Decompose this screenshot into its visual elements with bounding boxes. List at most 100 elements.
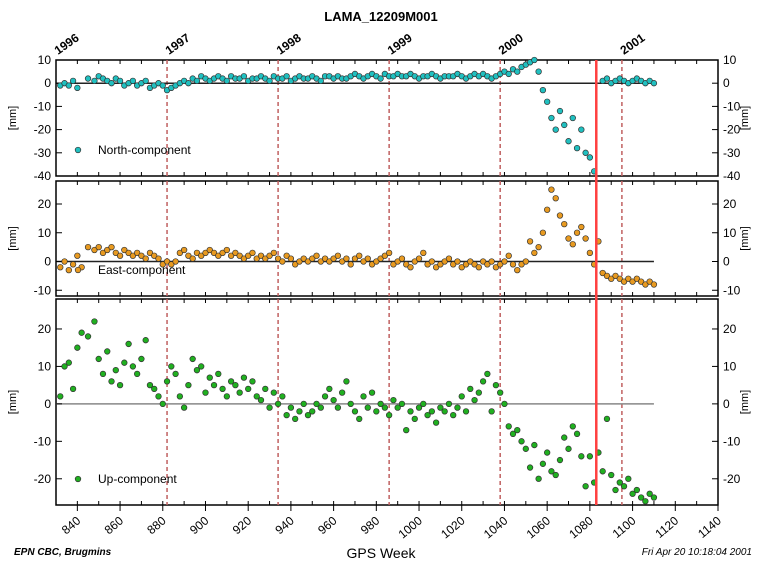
data-point bbox=[526, 238, 534, 245]
footer-right: Fri Apr 20 10:18:04 2001 bbox=[642, 547, 752, 558]
data-point bbox=[95, 355, 102, 363]
data-point bbox=[317, 258, 324, 265]
data-point bbox=[526, 464, 534, 471]
data-point bbox=[69, 261, 77, 268]
legend-label: North-component bbox=[98, 143, 191, 157]
data-point bbox=[432, 264, 440, 271]
data-point bbox=[561, 121, 568, 129]
data-point bbox=[539, 87, 547, 94]
data-point bbox=[364, 404, 371, 411]
data-point bbox=[539, 229, 547, 236]
data-point bbox=[142, 255, 149, 262]
data-point bbox=[650, 80, 658, 87]
data-point bbox=[518, 261, 525, 268]
data-point bbox=[390, 261, 397, 268]
data-point bbox=[339, 389, 346, 396]
data-point bbox=[172, 258, 179, 265]
data-point bbox=[552, 471, 559, 479]
data-point bbox=[104, 348, 111, 355]
data-point bbox=[116, 77, 124, 85]
data-point bbox=[603, 75, 611, 82]
data-point bbox=[548, 186, 555, 193]
data-point bbox=[522, 258, 529, 265]
data-point bbox=[249, 378, 256, 385]
data-point bbox=[330, 396, 337, 404]
data-point bbox=[573, 430, 581, 437]
footer-left: EPN CBC, Brugmins bbox=[14, 547, 112, 558]
data-point bbox=[266, 404, 273, 411]
data-point bbox=[69, 385, 77, 393]
data-point bbox=[556, 456, 564, 464]
data-point bbox=[121, 359, 128, 366]
data-point bbox=[121, 246, 128, 254]
data-point bbox=[450, 261, 457, 268]
data-point bbox=[373, 258, 380, 265]
data-point bbox=[180, 246, 188, 254]
data-point bbox=[633, 275, 641, 282]
data-point bbox=[569, 114, 576, 122]
data-point bbox=[304, 258, 312, 265]
y-tick-label-right: 0 bbox=[723, 76, 730, 90]
y-tick-label-left: 10 bbox=[38, 359, 52, 373]
data-point bbox=[351, 408, 359, 415]
data-point bbox=[535, 243, 542, 251]
data-point bbox=[129, 363, 137, 370]
y-axis-label-right: [mm] bbox=[739, 226, 751, 250]
data-point bbox=[108, 80, 115, 87]
data-point bbox=[151, 252, 158, 259]
y-tick-label-right: 20 bbox=[723, 322, 737, 336]
legend-label: Up-component bbox=[98, 472, 177, 486]
data-point bbox=[582, 235, 589, 242]
data-point bbox=[642, 281, 649, 288]
data-point bbox=[61, 258, 68, 265]
data-point bbox=[552, 195, 559, 202]
data-point bbox=[334, 252, 342, 259]
x-tick-label: 840 bbox=[59, 513, 84, 537]
data-point bbox=[603, 415, 611, 423]
data-point bbox=[390, 396, 397, 404]
data-point bbox=[403, 426, 410, 434]
data-point bbox=[373, 408, 380, 415]
data-point bbox=[505, 423, 512, 430]
data-point bbox=[394, 404, 401, 411]
data-point bbox=[84, 243, 92, 251]
data-point bbox=[586, 154, 594, 161]
data-point bbox=[296, 258, 303, 265]
data-point bbox=[219, 249, 226, 257]
data-point bbox=[411, 258, 418, 265]
data-point bbox=[612, 272, 619, 280]
y-tick-label-right: -40 bbox=[723, 169, 741, 183]
data-point bbox=[57, 264, 64, 271]
data-point bbox=[219, 385, 226, 393]
y-tick-label-right: -30 bbox=[723, 146, 741, 160]
data-point bbox=[514, 426, 521, 434]
data-point bbox=[176, 249, 184, 257]
data-point bbox=[377, 255, 384, 262]
data-point bbox=[210, 249, 218, 257]
x-tick-label: 900 bbox=[187, 513, 212, 537]
data-point bbox=[603, 272, 611, 280]
data-point bbox=[484, 370, 491, 378]
data-point bbox=[240, 73, 248, 80]
data-point bbox=[283, 73, 290, 80]
y-tick-label-left: 20 bbox=[38, 197, 52, 211]
y-tick-label-right: 0 bbox=[723, 255, 730, 269]
data-point bbox=[180, 404, 188, 411]
data-point bbox=[155, 393, 162, 400]
y-axis-label-left: [mm] bbox=[7, 226, 19, 250]
x-axis-label: GPS Week bbox=[347, 545, 417, 561]
data-point bbox=[112, 367, 119, 374]
data-point bbox=[334, 404, 342, 411]
y-tick-label-right: -10 bbox=[723, 99, 741, 113]
data-point bbox=[646, 278, 653, 285]
y-tick-label-left: -40 bbox=[34, 169, 52, 183]
x-tick-label: 980 bbox=[358, 513, 383, 537]
data-point bbox=[556, 212, 564, 219]
data-point bbox=[428, 258, 435, 265]
data-point bbox=[484, 261, 491, 268]
data-point bbox=[629, 278, 636, 285]
data-point bbox=[266, 252, 273, 259]
data-point bbox=[608, 471, 615, 479]
data-point bbox=[407, 408, 414, 415]
data-point bbox=[347, 261, 354, 268]
